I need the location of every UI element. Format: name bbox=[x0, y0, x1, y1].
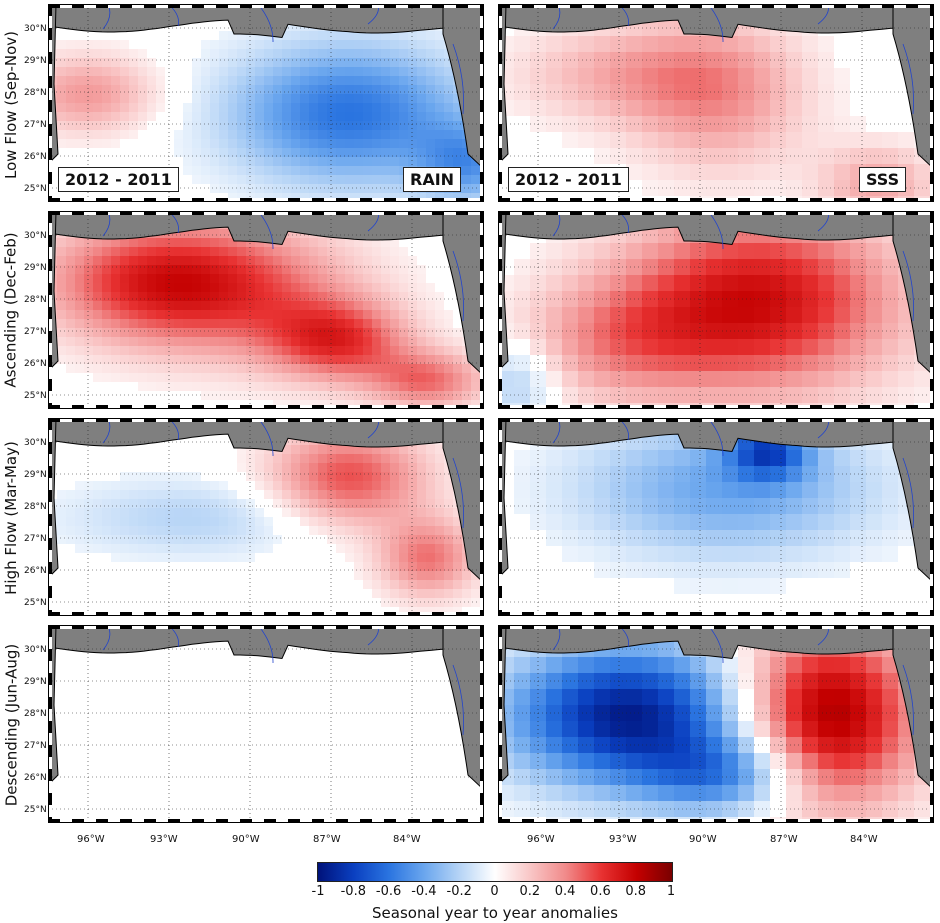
latitude-tick-label: 29°N bbox=[24, 470, 47, 480]
map-canvas bbox=[498, 418, 934, 616]
latitude-tick-label: 25°N bbox=[24, 184, 47, 194]
river-line bbox=[452, 43, 464, 115]
colorbar-tick-label: 0.6 bbox=[590, 884, 611, 899]
latitude-tick-label: 29°N bbox=[24, 263, 47, 273]
latitude-tick-label: 28°N bbox=[24, 502, 47, 512]
colorbar-tick-label: 1 bbox=[666, 884, 676, 899]
latitude-tick-label: 25°N bbox=[24, 391, 47, 401]
latitude-tick-label: 29°N bbox=[24, 56, 47, 66]
colorbar-tick-label: -0.8 bbox=[340, 884, 366, 899]
river-line bbox=[902, 664, 914, 736]
land-mass bbox=[498, 4, 934, 39]
latitude-tick-label: 30°N bbox=[24, 645, 47, 655]
row-label-descending: Descending (Jun-Aug) bbox=[2, 643, 21, 807]
panel-rain-high-flow bbox=[48, 418, 484, 616]
latitude-tick-label: 30°N bbox=[24, 438, 47, 448]
river-line bbox=[452, 250, 464, 322]
panel-rain-low-flow bbox=[48, 4, 484, 202]
lon-label-93w-left: 93°W bbox=[150, 834, 178, 845]
lon-label-90w-right: 90°W bbox=[689, 834, 717, 845]
colorbar-tick-label: -1 bbox=[311, 884, 325, 899]
land-mass bbox=[48, 4, 484, 39]
land-mass bbox=[48, 418, 484, 453]
land-mass bbox=[498, 418, 934, 453]
colorbar bbox=[317, 862, 673, 882]
latitude-tick-label: 27°N bbox=[24, 534, 47, 544]
panel-sss-descending bbox=[498, 625, 934, 823]
latitude-tick-label: 26°N bbox=[24, 152, 47, 162]
colorbar-title: Seasonal year to year anomalies bbox=[372, 904, 618, 922]
latitude-tick-label: 27°N bbox=[24, 741, 47, 751]
river-line bbox=[902, 250, 914, 322]
land-mass bbox=[498, 211, 934, 246]
latitude-tick-label: 30°N bbox=[24, 231, 47, 241]
variable-label-sss: SSS bbox=[859, 167, 907, 192]
colorbar-tick-label: 0.4 bbox=[554, 884, 576, 899]
row-label-ascending: Ascending (Dec-Feb) bbox=[2, 232, 20, 388]
map-canvas bbox=[48, 4, 484, 202]
panel-sss-ascending bbox=[498, 211, 934, 409]
lon-label-96w-right: 96°W bbox=[527, 834, 555, 845]
colorbar-tick-label: -0.2 bbox=[446, 884, 472, 899]
map-canvas bbox=[498, 625, 934, 823]
land-mass bbox=[48, 211, 484, 246]
land-mass bbox=[498, 625, 934, 660]
lon-label-90w-left: 90°W bbox=[232, 834, 260, 845]
year-label-rain: 2012 - 2011 bbox=[58, 167, 179, 192]
river-line bbox=[452, 457, 464, 529]
row-label-low-flow: Low Flow (Sep-Nov) bbox=[2, 31, 21, 179]
latitude-tick-label: 25°N bbox=[24, 598, 47, 608]
latitude-tick-label: 26°N bbox=[24, 359, 47, 369]
latitude-tick-label: 26°N bbox=[24, 773, 47, 783]
map-canvas bbox=[48, 418, 484, 616]
panel-rain-ascending bbox=[48, 211, 484, 409]
latitude-tick-label: 27°N bbox=[24, 120, 47, 130]
lon-label-87w-right: 87°W bbox=[770, 834, 798, 845]
latitude-tick-label: 29°N bbox=[24, 677, 47, 687]
river-line bbox=[452, 664, 464, 736]
lon-label-84w-left: 84°W bbox=[393, 834, 421, 845]
colorbar-tick-label: -0.4 bbox=[411, 884, 437, 899]
panel-sss-high-flow bbox=[498, 418, 934, 616]
colorbar-tick-label: 0.2 bbox=[519, 884, 541, 899]
latitude-tick-label: 26°N bbox=[24, 566, 47, 576]
map-canvas bbox=[498, 211, 934, 409]
map-canvas bbox=[48, 625, 484, 823]
row-label-high-flow: High Flow (Mar-May) bbox=[2, 441, 21, 595]
colorbar-tick-label: 0 bbox=[490, 884, 499, 899]
panel-rain-descending bbox=[48, 625, 484, 823]
land-mass bbox=[48, 625, 484, 660]
lon-label-87w-left: 87°W bbox=[313, 834, 341, 845]
latitude-tick-label: 30°N bbox=[24, 24, 47, 34]
colorbar-tick-label: 0.8 bbox=[625, 884, 647, 899]
river-line bbox=[902, 457, 914, 529]
colorbar-tick-label: -0.6 bbox=[375, 884, 402, 899]
latitude-tick-label: 28°N bbox=[24, 295, 47, 305]
variable-label-rain: RAIN bbox=[403, 167, 462, 192]
latitude-tick-label: 28°N bbox=[24, 88, 47, 98]
lon-label-96w-left: 96°W bbox=[77, 834, 105, 845]
latitude-tick-label: 25°N bbox=[24, 805, 47, 815]
latitude-tick-label: 28°N bbox=[24, 709, 47, 719]
latitude-tick-label: 27°N bbox=[24, 327, 47, 337]
river-line bbox=[902, 43, 914, 115]
lon-label-84w-right: 84°W bbox=[850, 834, 878, 845]
map-canvas bbox=[48, 211, 484, 409]
lon-label-93w-right: 93°W bbox=[609, 834, 637, 845]
year-label-sss: 2012 - 2011 bbox=[508, 167, 629, 192]
